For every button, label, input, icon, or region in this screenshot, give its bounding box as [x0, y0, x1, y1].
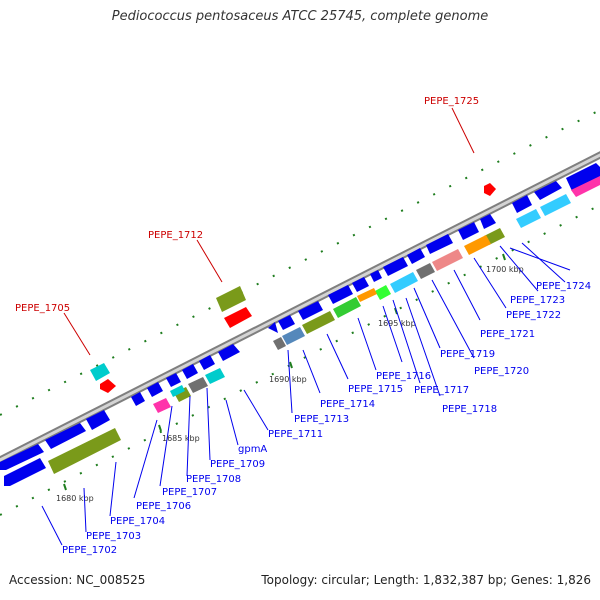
- gene-PEPE_1716b[interactable]: [357, 288, 377, 302]
- gene-upper-5[interactable]: [458, 222, 479, 240]
- tick-mark-1680: [63, 483, 67, 491]
- label-gpmA[interactable]: gpmA: [238, 444, 267, 455]
- tick-mark-1700: [502, 253, 506, 261]
- tick-mark-1685: [158, 424, 162, 432]
- gene-upper-8[interactable]: [383, 257, 408, 276]
- label-PEPE_1725[interactable]: PEPE_1725: [424, 96, 479, 107]
- tick-label-1700: 1700 kbp: [486, 265, 524, 274]
- tick-label-1680: 1680 kbp: [56, 494, 94, 503]
- gene-PEPE_1724[interactable]: [571, 176, 600, 197]
- genome-summary-text: Topology: circular; Length: 1,832,387 bp…: [261, 573, 591, 587]
- gene-upper-9[interactable]: [370, 270, 382, 282]
- gene-PEPE_1708[interactable]: [188, 377, 208, 393]
- gene-PEPE_1725[interactable]: [484, 183, 496, 196]
- gene-upper-13[interactable]: [278, 315, 295, 330]
- top-labels: PEPE_1705 PEPE_1712 PEPE_1725: [15, 96, 479, 314]
- lower-dotted-line: [0, 204, 600, 516]
- gene-PEPE_1707b[interactable]: [170, 385, 185, 397]
- label-PEPE_1720[interactable]: PEPE_1720: [474, 366, 529, 377]
- tick-mark-1690: [289, 361, 293, 369]
- gene-PEPE_1719[interactable]: [432, 249, 463, 271]
- label-PEPE_1707[interactable]: PEPE_1707: [162, 487, 217, 498]
- gene-upper-4[interactable]: [480, 214, 496, 229]
- label-PEPE_1711[interactable]: PEPE_1711: [268, 429, 323, 440]
- gene-PEPE_1705-cyan[interactable]: [90, 363, 110, 381]
- tick-label-1690: 1690 kbp: [269, 375, 307, 384]
- label-PEPE_1704[interactable]: PEPE_1704: [110, 516, 165, 527]
- upper-gene-track: [0, 163, 600, 470]
- label-PEPE_1724[interactable]: PEPE_1724: [536, 281, 591, 292]
- label-PEPE_1703[interactable]: PEPE_1703: [86, 531, 141, 542]
- scale-tick-labels: 1680 kbp 1685 kbp 1690 kbp 1695 kbp 1700…: [56, 265, 524, 503]
- gene-PEPE_1718[interactable]: [416, 263, 435, 279]
- tick-mark-1695: [394, 307, 398, 315]
- gene-PEPE_1717[interactable]: [390, 272, 418, 293]
- gene-upper-1[interactable]: [512, 195, 532, 213]
- gene-PEPE_1705[interactable]: [100, 379, 116, 393]
- label-PEPE_1722[interactable]: PEPE_1722: [506, 310, 561, 321]
- label-PEPE_1712[interactable]: PEPE_1712: [148, 230, 203, 241]
- gene-upper-14[interactable]: [268, 322, 278, 333]
- gene-PEPE_1709[interactable]: [205, 368, 225, 384]
- gene-PEPE_1706[interactable]: [153, 398, 171, 413]
- gene-upper-2[interactable]: [534, 181, 562, 200]
- gene-PEPE_1716[interactable]: [375, 285, 391, 300]
- gene-PEPE_1722[interactable]: [516, 209, 541, 228]
- bottom-label-leaders: [41, 242, 571, 546]
- map-title: Pediococcus pentosaceus ATCC 25745, comp…: [111, 9, 489, 24]
- gene-upper-11[interactable]: [328, 285, 353, 304]
- gene-PEPE_1723[interactable]: [540, 194, 571, 216]
- label-PEPE_1714[interactable]: PEPE_1714: [320, 399, 375, 410]
- label-PEPE_1721[interactable]: PEPE_1721: [480, 329, 535, 340]
- gene-upper-12[interactable]: [298, 301, 323, 320]
- top-label-leaders: [63, 107, 475, 356]
- gene-upper-19[interactable]: [147, 382, 163, 397]
- label-PEPE_1715[interactable]: PEPE_1715: [348, 384, 403, 395]
- tick-label-1685: 1685 kbp: [162, 434, 200, 443]
- label-PEPE_1713[interactable]: PEPE_1713: [294, 414, 349, 425]
- gene-PEPE_1714[interactable]: [302, 311, 335, 334]
- gene-PEPE_1721[interactable]: [484, 228, 505, 245]
- accession-text: Accession: NC_008525: [9, 573, 146, 587]
- lower-gene-track: [4, 176, 600, 486]
- gene-PEPE_1713[interactable]: [282, 327, 305, 345]
- gene-upper-23[interactable]: [0, 444, 44, 470]
- gene-upper-22[interactable]: [45, 423, 86, 449]
- gene-upper-17[interactable]: [182, 364, 198, 379]
- gene-upper-16[interactable]: [199, 355, 215, 370]
- gene-upper-3[interactable]: [566, 163, 600, 191]
- gene-PEPE_1712[interactable]: [224, 307, 252, 328]
- gene-upper-10[interactable]: [352, 277, 369, 292]
- gene-upper-15[interactable]: [218, 344, 240, 361]
- gene-PEPE_1712-olive[interactable]: [216, 286, 246, 312]
- label-PEPE_1706[interactable]: PEPE_1706: [136, 501, 191, 512]
- label-PEPE_1717[interactable]: PEPE_1717: [414, 385, 469, 396]
- gene-upper-20[interactable]: [131, 392, 145, 406]
- gene-PEPE_1707[interactable]: [174, 387, 191, 402]
- label-PEPE_1716[interactable]: PEPE_1716: [376, 371, 431, 382]
- gene-PEPE_1702[interactable]: [4, 458, 46, 486]
- label-PEPE_1718[interactable]: PEPE_1718: [442, 404, 497, 415]
- gene-upper-7[interactable]: [407, 248, 425, 264]
- label-PEPE_1723[interactable]: PEPE_1723: [510, 295, 565, 306]
- label-PEPE_1709[interactable]: PEPE_1709: [210, 459, 265, 470]
- gene-PEPE_1720[interactable]: [464, 235, 491, 255]
- label-PEPE_1719[interactable]: PEPE_1719: [440, 349, 495, 360]
- bottom-labels: PEPE_1702 PEPE_1703 PEPE_1704 PEPE_1706 …: [62, 281, 591, 556]
- label-PEPE_1702[interactable]: PEPE_1702: [62, 545, 117, 556]
- gene-PEPE_1711[interactable]: [273, 337, 286, 350]
- gene-upper-6[interactable]: [426, 234, 453, 254]
- gene-upper-21[interactable]: [86, 410, 110, 430]
- gene-PEPE_1703[interactable]: [48, 428, 121, 474]
- label-PEPE_1708[interactable]: PEPE_1708: [186, 474, 241, 485]
- gene-upper-18[interactable]: [166, 373, 181, 387]
- label-PEPE_1705[interactable]: PEPE_1705: [15, 303, 70, 314]
- gene-PEPE_1715[interactable]: [333, 297, 361, 318]
- genome-backbone: [0, 151, 600, 464]
- scale-ticks: [63, 253, 506, 491]
- tick-label-1695: 1695 kbp: [378, 319, 416, 328]
